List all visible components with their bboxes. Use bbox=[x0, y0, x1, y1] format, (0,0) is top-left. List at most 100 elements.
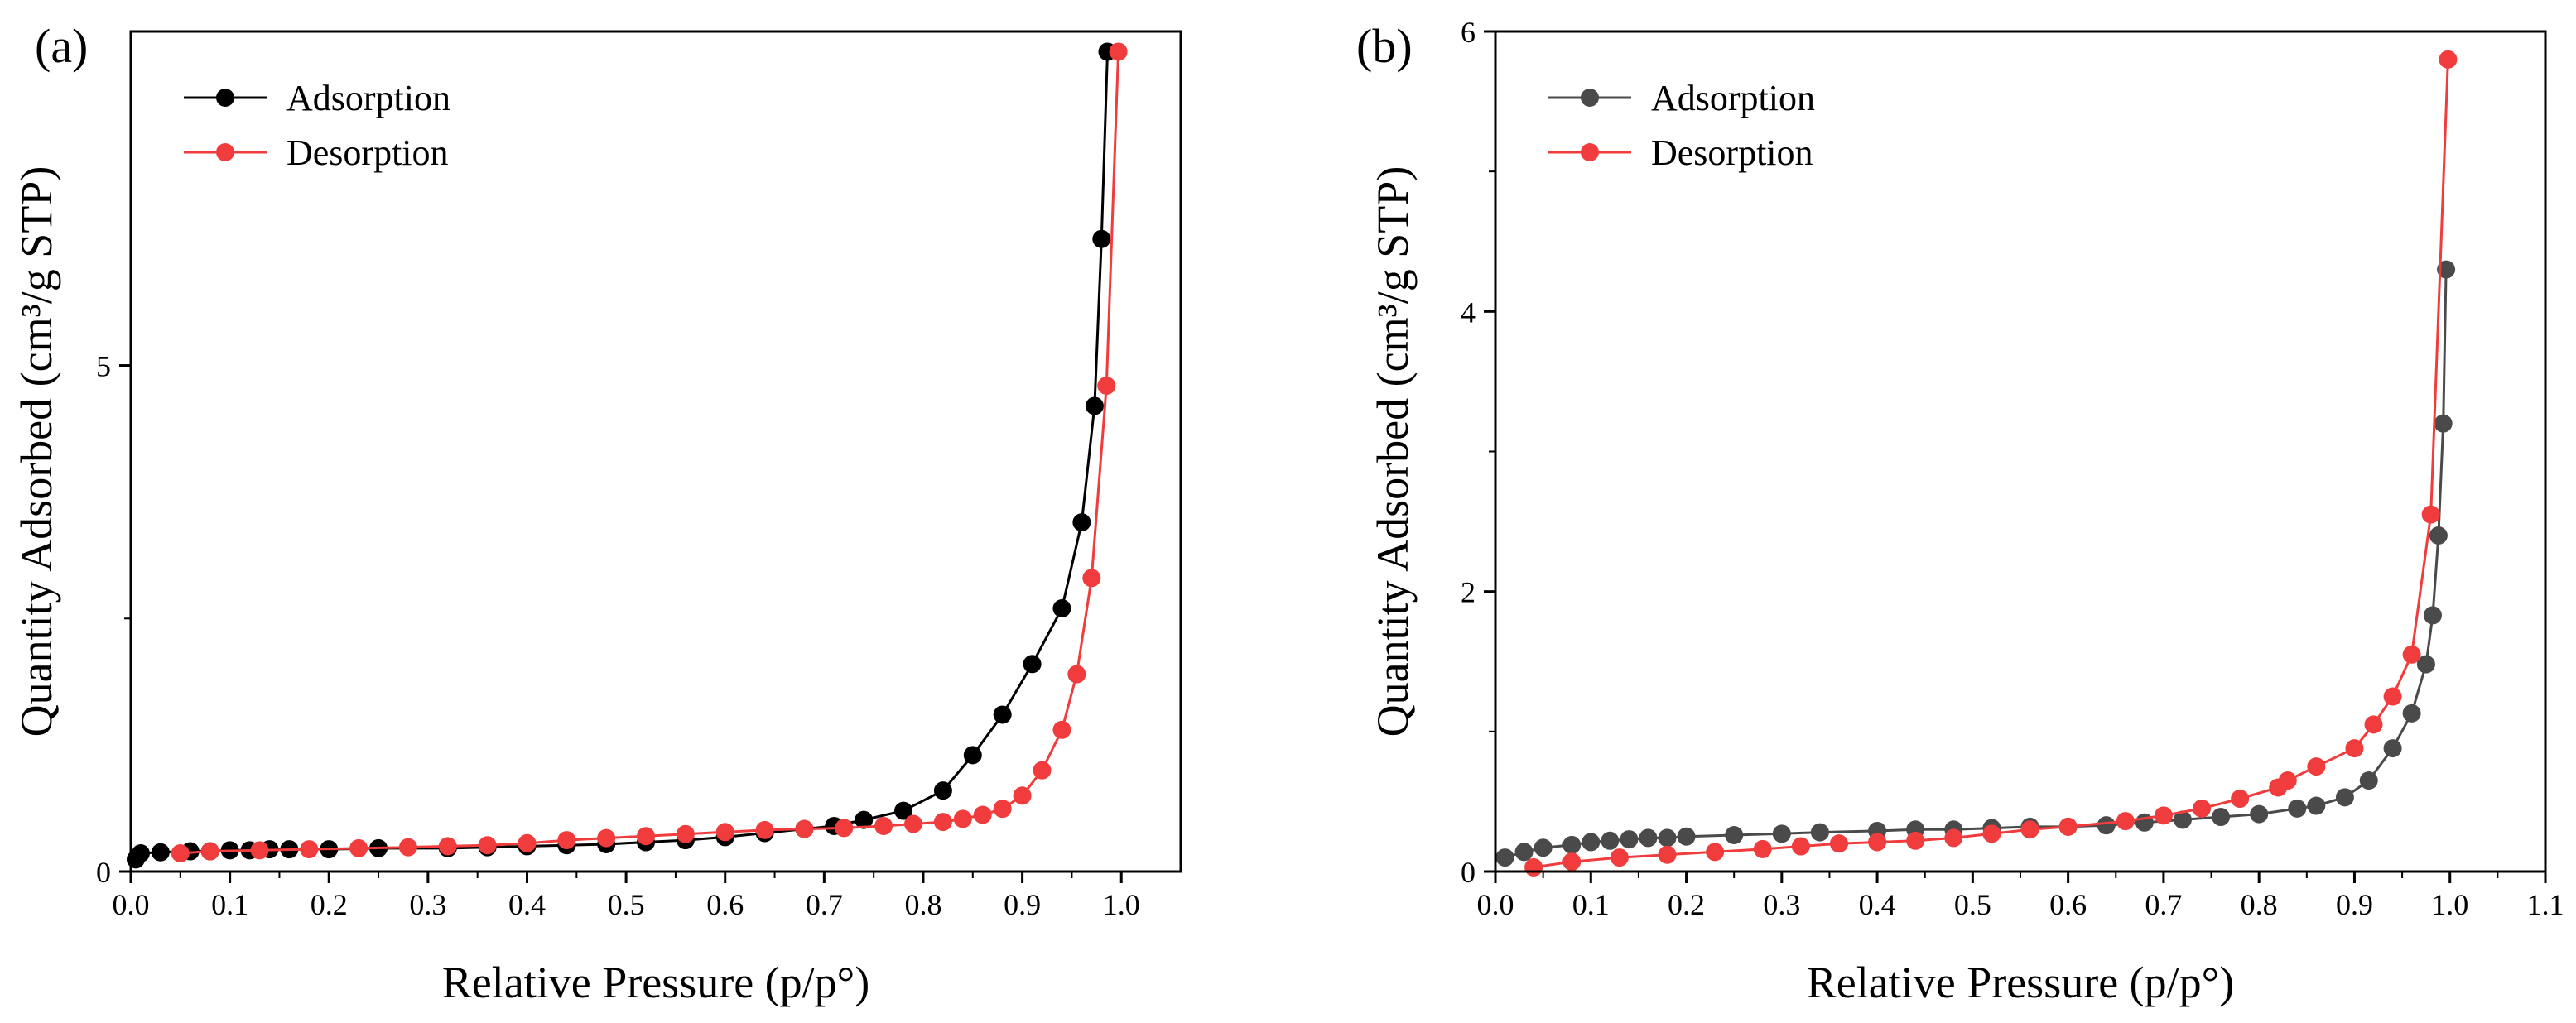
x-tick-label: 0.8 bbox=[904, 888, 941, 921]
y-axis-title: Quantity Adsorbed (cm³/g STP) bbox=[12, 166, 61, 737]
x-tick-label: 0.0 bbox=[1477, 888, 1514, 921]
data-point bbox=[1944, 828, 1963, 848]
x-tick-label: 0.0 bbox=[113, 888, 150, 921]
data-point bbox=[349, 838, 368, 857]
data-point bbox=[2193, 799, 2212, 818]
data-point bbox=[755, 820, 774, 839]
legend-label-adsorption: Adsorption bbox=[1651, 78, 1815, 118]
data-point bbox=[1082, 569, 1101, 588]
plot-frame bbox=[129, 30, 1182, 873]
y-tick-label: 0 bbox=[96, 856, 111, 889]
series-line-desorption bbox=[1533, 59, 2449, 869]
data-point bbox=[151, 843, 170, 862]
x-tick-label: 1.1 bbox=[2527, 888, 2564, 921]
data-point bbox=[933, 781, 952, 800]
x-tick-label: 0.9 bbox=[2336, 888, 2373, 921]
legend-label-desorption: Desorption bbox=[286, 132, 449, 173]
x-tick-label: 0.9 bbox=[1004, 888, 1041, 921]
data-point bbox=[1562, 852, 1582, 872]
data-point bbox=[1052, 720, 1071, 739]
data-point bbox=[904, 814, 923, 833]
data-point bbox=[1829, 834, 1848, 853]
data-point bbox=[2421, 505, 2440, 524]
x-tick-label: 0.6 bbox=[706, 888, 744, 921]
panel-a: (a) 0.0 0.1 0.2 0.3 0.4 0.5 0.6 0.7 0.8 0.9 1.0 0 5 Re… bbox=[12, 19, 1182, 1007]
x-axis-title: Relative Pressure (p/p°) bbox=[442, 958, 869, 1007]
y-tick-label: 2 bbox=[1461, 576, 1476, 609]
x-tick-label: 0.2 bbox=[311, 888, 348, 921]
data-point bbox=[933, 813, 952, 832]
data-point bbox=[478, 836, 497, 855]
data-point bbox=[963, 746, 982, 765]
legend-marker-desorption bbox=[1581, 143, 1599, 161]
data-point bbox=[1013, 786, 1032, 805]
data-point bbox=[2307, 796, 2326, 815]
data-point bbox=[2437, 260, 2456, 279]
series-desorption bbox=[171, 42, 1128, 862]
data-point bbox=[1706, 843, 1725, 862]
data-point bbox=[2364, 715, 2383, 734]
x-tick-label: 0.5 bbox=[1954, 888, 1991, 921]
data-point bbox=[1495, 848, 1514, 867]
series-line-adsorption bbox=[134, 51, 1109, 861]
data-point bbox=[953, 809, 972, 828]
data-point bbox=[2173, 810, 2192, 829]
x-tick-label: 0.8 bbox=[2241, 888, 2278, 921]
data-point bbox=[1791, 837, 1810, 856]
data-point bbox=[2439, 50, 2458, 69]
data-point bbox=[1906, 831, 1925, 850]
x-tick-label: 0.4 bbox=[1859, 888, 1896, 921]
x-tick-label: 0.7 bbox=[2145, 888, 2182, 921]
series-line-adsorption bbox=[1505, 269, 2448, 859]
data-point bbox=[1109, 42, 1128, 61]
data-point bbox=[1610, 848, 1629, 867]
data-point bbox=[1982, 824, 2001, 843]
data-point bbox=[835, 819, 854, 838]
x-tick-label: 1.0 bbox=[2431, 888, 2468, 921]
data-point bbox=[300, 840, 319, 859]
data-point bbox=[1725, 826, 1744, 845]
series-adsorption bbox=[1495, 260, 2456, 867]
data-point bbox=[200, 842, 219, 861]
data-point bbox=[2097, 816, 2116, 835]
x-tick-label: 0.2 bbox=[1668, 888, 1705, 921]
x-tick-label: 0.1 bbox=[1572, 888, 1610, 921]
data-point bbox=[1582, 833, 1601, 852]
x-tick-label: 0.3 bbox=[1763, 888, 1800, 921]
data-point bbox=[2383, 687, 2402, 706]
data-point bbox=[1085, 396, 1104, 415]
data-point bbox=[518, 833, 537, 852]
data-point bbox=[1033, 761, 1052, 780]
data-point bbox=[438, 837, 457, 856]
data-point bbox=[993, 800, 1012, 819]
data-point bbox=[1658, 845, 1677, 864]
data-point bbox=[131, 843, 150, 862]
data-point bbox=[2269, 778, 2288, 797]
data-point bbox=[557, 831, 576, 850]
data-point bbox=[1677, 827, 1696, 846]
data-point bbox=[2212, 808, 2231, 827]
x-tick-label: 0.3 bbox=[409, 888, 446, 921]
data-point bbox=[250, 841, 269, 860]
data-point bbox=[973, 805, 992, 824]
data-point bbox=[1868, 833, 1887, 852]
data-point bbox=[1067, 665, 1086, 684]
legend: Adsorption Desorption bbox=[1548, 78, 1815, 173]
data-point bbox=[2250, 804, 2269, 824]
y-tick-label: 6 bbox=[1461, 16, 1476, 49]
legend-marker-adsorption bbox=[1581, 89, 1599, 107]
data-point bbox=[1534, 838, 1553, 857]
data-point bbox=[2020, 820, 2039, 839]
data-point bbox=[1097, 377, 1116, 396]
legend-marker-desorption bbox=[216, 143, 234, 161]
data-point bbox=[2402, 645, 2421, 664]
legend-label-desorption: Desorption bbox=[1651, 132, 1813, 173]
data-point bbox=[1562, 835, 1582, 854]
data-point bbox=[1772, 824, 1791, 843]
data-point bbox=[2345, 739, 2364, 758]
data-point bbox=[676, 824, 695, 843]
data-point bbox=[2288, 799, 2307, 818]
data-point bbox=[2231, 790, 2250, 809]
data-point bbox=[637, 827, 656, 846]
